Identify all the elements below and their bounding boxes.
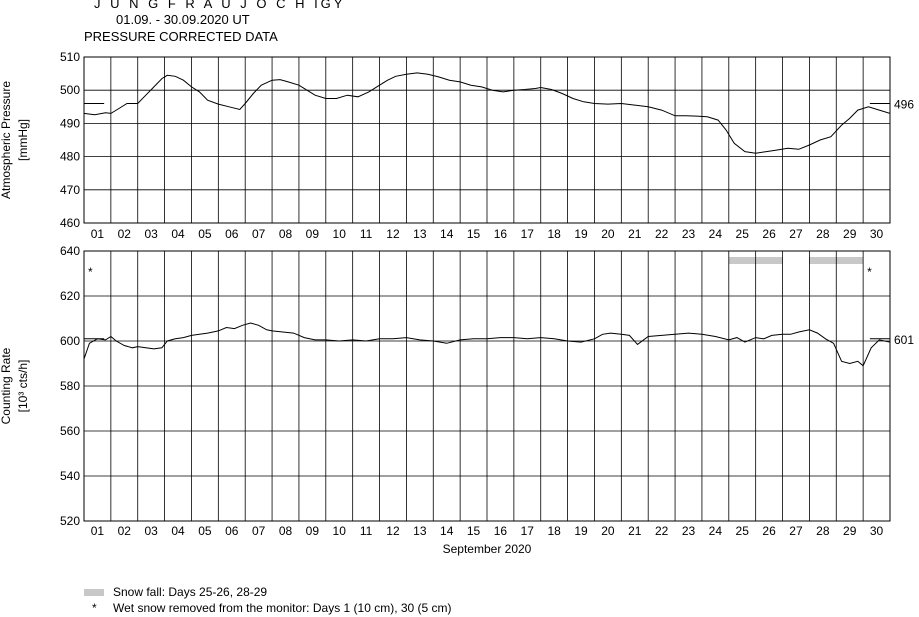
station-title: J U N G F R A U J O C H IGY [94, 0, 346, 11]
counting-x-tick-label: 18 [547, 524, 561, 538]
pressure-x-tick-label: 07 [252, 227, 266, 241]
pressure-x-tick-label: 01 [91, 227, 105, 241]
wet-snow-marker: * [867, 265, 872, 279]
pressure-x-tick-label: 20 [601, 227, 615, 241]
pressure-x-tick-label: 12 [386, 227, 400, 241]
pressure-x-tick-label: 17 [521, 227, 535, 241]
pressure-y-tick-label: 460 [60, 216, 80, 230]
counting-x-tick-label: 14 [440, 524, 454, 538]
pressure-y-tick-label: 500 [60, 83, 80, 97]
counting-x-tick-label: 23 [682, 524, 696, 538]
counting-y-tick-label: 600 [60, 334, 80, 348]
pressure-series-line-1 [83, 72, 891, 154]
pressure-x-tick-label: 11 [360, 227, 373, 241]
counting-series-line-1 [83, 322, 891, 367]
pressure-x-tick-label: 21 [628, 227, 642, 241]
pressure-x-tick-label: 27 [789, 227, 803, 241]
counting-x-tick-label: 26 [762, 524, 776, 538]
pressure-x-tick-label: 02 [118, 227, 132, 241]
pressure-x-tick-label: 10 [333, 227, 347, 241]
pressure-x-tick-label: 08 [279, 227, 293, 241]
counting-x-axis-label: September 2020 [443, 542, 532, 556]
counting-x-tick-label: 17 [521, 524, 535, 538]
counting-x-tick-label: 25 [736, 524, 750, 538]
period-label: 01.09. - 30.09.2020 UT [116, 12, 250, 27]
pressure-y-tick-label: 490 [60, 116, 80, 130]
counting-x-tick-label: 15 [467, 524, 481, 538]
counting-x-tick-label: 10 [333, 524, 347, 538]
counting-x-tick-label: 24 [709, 524, 723, 538]
counting-x-tick-label: 02 [118, 524, 132, 538]
pressure-x-tick-label: 09 [306, 227, 320, 241]
pressure-x-tick-label: 05 [198, 227, 212, 241]
counting-x-tick-label: 13 [413, 524, 427, 538]
pressure-x-tick-label: 24 [709, 227, 723, 241]
pressure-x-tick-label: 15 [467, 227, 481, 241]
counting-x-tick-label: 04 [171, 524, 185, 538]
pressure-y-axis-unit: [mmHg] [16, 119, 30, 161]
wet-snow-legend-text: Wet snow removed from the monitor: Days … [113, 601, 452, 615]
counting-x-tick-label: 03 [144, 524, 158, 538]
counting-x-tick-label: 22 [655, 524, 669, 538]
counting-x-tick-label: 07 [252, 524, 266, 538]
pressure-x-tick-label: 18 [547, 227, 561, 241]
snow-fall-legend-swatch [84, 589, 104, 596]
counting-x-tick-label: 19 [574, 524, 588, 538]
pressure-x-tick-label: 14 [440, 227, 454, 241]
counting-y-tick-label: 560 [60, 424, 80, 438]
pressure-x-tick-label: 28 [816, 227, 830, 241]
counting-reference-label: 601 [894, 333, 914, 347]
counting-x-tick-label: 01 [91, 524, 105, 538]
counting-x-tick-label: 29 [843, 524, 857, 538]
counting-y-tick-label: 620 [60, 289, 80, 303]
counting-y-tick-label: 520 [60, 514, 80, 528]
counting-x-tick-label: 16 [494, 524, 508, 538]
counting-x-tick-label: 09 [306, 524, 320, 538]
snow-fall-legend-text: Snow fall: Days 25-26, 28-29 [113, 585, 268, 599]
counting-y-axis-label: Counting Rate [0, 347, 13, 424]
pressure-x-tick-label: 29 [843, 227, 857, 241]
counting-y-tick-label: 580 [60, 379, 80, 393]
counting-x-tick-label: 21 [628, 524, 642, 538]
counting-y-tick-label: 540 [60, 469, 80, 483]
pressure-x-tick-label: 04 [171, 227, 185, 241]
pressure-x-tick-label: 19 [574, 227, 588, 241]
wet-snow-legend-symbol: * [92, 601, 97, 615]
pressure-x-tick-label: 25 [736, 227, 750, 241]
counting-y-tick-label: 640 [60, 244, 80, 258]
pressure-x-tick-label: 16 [494, 227, 508, 241]
counting-x-tick-label: 06 [225, 524, 239, 538]
pressure-x-tick-label: 06 [225, 227, 239, 241]
counting-plot-frame [83, 250, 891, 522]
chart-subtitle: PRESSURE CORRECTED DATA [84, 29, 278, 44]
pressure-y-tick-label: 510 [60, 50, 80, 64]
counting-x-tick-label: 27 [789, 524, 803, 538]
pressure-x-tick-label: 03 [144, 227, 158, 241]
counting-x-tick-label: 12 [386, 524, 400, 538]
pressure-plot-frame [83, 56, 891, 224]
pressure-y-tick-label: 480 [60, 150, 80, 164]
pressure-x-tick-label: 13 [413, 227, 427, 241]
counting-x-tick-label: 28 [816, 524, 830, 538]
counting-x-tick-label: 11 [360, 524, 373, 538]
pressure-reference-label: 496 [894, 97, 914, 111]
pressure-x-tick-label: 22 [655, 227, 669, 241]
pressure-y-axis-label: Atmospheric Pressure [0, 81, 13, 199]
counting-x-tick-label: 30 [870, 524, 884, 538]
counting-y-axis-unit: [10³ cts/h] [16, 360, 30, 413]
pressure-x-tick-label: 30 [870, 227, 884, 241]
wet-snow-marker: * [88, 265, 93, 279]
pressure-x-tick-label: 26 [762, 227, 776, 241]
pressure-y-tick-label: 470 [60, 183, 80, 197]
counting-x-tick-label: 05 [198, 524, 212, 538]
counting-x-tick-label: 20 [601, 524, 615, 538]
pressure-x-tick-label: 23 [682, 227, 696, 241]
counting-x-tick-label: 08 [279, 524, 293, 538]
